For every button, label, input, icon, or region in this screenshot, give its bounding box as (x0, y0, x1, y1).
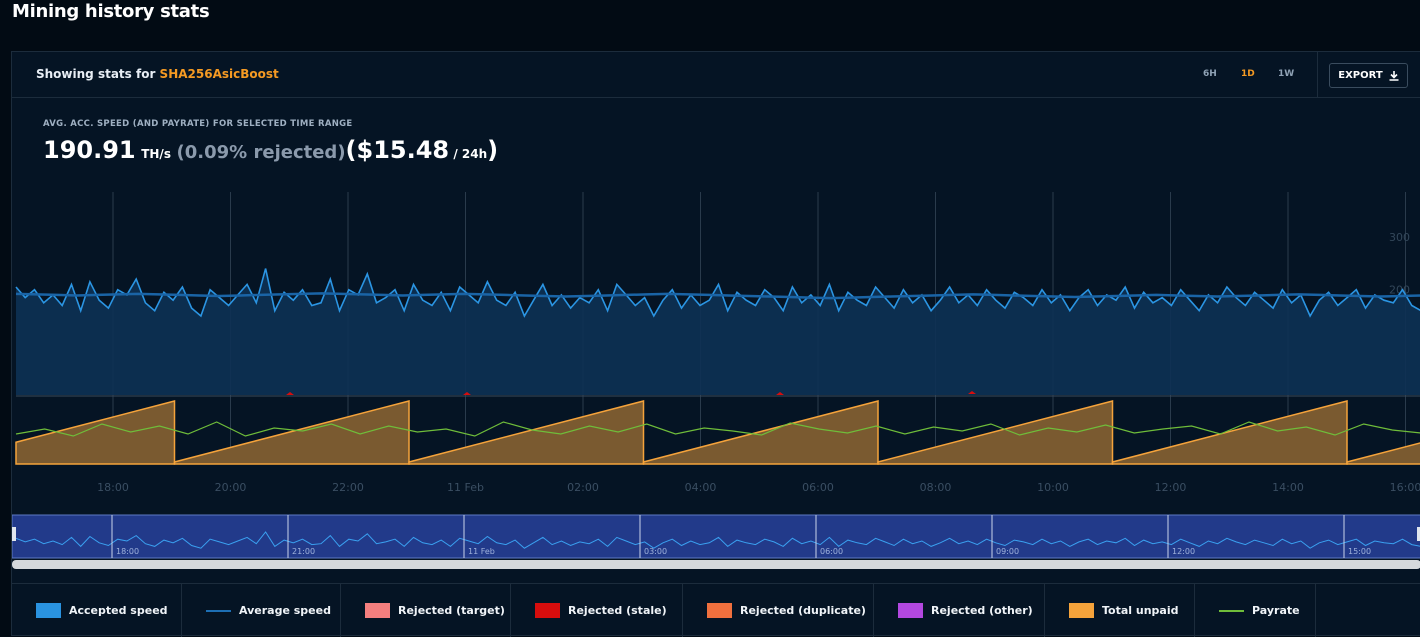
legend-swatch (707, 603, 732, 618)
rejected-stale-marker (463, 392, 471, 395)
legend-label: Rejected (target) (398, 604, 505, 617)
x-tick-label: 06:00 (802, 481, 834, 494)
total-unpaid-segment (877, 400, 1114, 465)
legend-item-accepted-speed[interactable]: Accepted speed (12, 584, 182, 637)
legend-item-rejected-other[interactable]: Rejected (other) (874, 584, 1045, 637)
rejected-stale-marker (968, 391, 976, 394)
navigator-tick-label: 15:00 (1348, 547, 1371, 556)
legend-label: Accepted speed (69, 604, 168, 617)
legend-swatch (1069, 603, 1094, 618)
legend-label: Payrate (1252, 604, 1300, 617)
page-title: Mining history stats (12, 1, 210, 22)
mining-stats-panel: Showing stats for SHA256AsicBoost 6H 1D … (11, 51, 1420, 637)
x-tick-label: 10:00 (1037, 481, 1069, 494)
average-speed-line (15, 292, 1420, 300)
legend-label: Average speed (239, 604, 331, 617)
accepted-speed-area (16, 268, 1420, 395)
payrate-open-paren: ( (345, 136, 357, 164)
legend-label: Total unpaid (1102, 604, 1179, 617)
x-tick-label: 22:00 (332, 481, 364, 494)
x-tick-label: 20:00 (215, 481, 247, 494)
navigator-window (12, 514, 1420, 559)
legend-swatch (898, 603, 923, 618)
total-unpaid-segment (642, 400, 879, 465)
rejected-stale-marker (286, 392, 294, 395)
payrate-line (15, 421, 1420, 437)
legend-swatch (535, 603, 560, 618)
algorithm-name[interactable]: SHA256AsicBoost (159, 67, 279, 81)
total-unpaid-segment (1346, 442, 1420, 465)
navigator-handle-left[interactable] (12, 527, 16, 541)
panel-header: Showing stats for SHA256AsicBoost 6H 1D … (12, 52, 1420, 98)
rejected-stale-marker (776, 392, 784, 395)
navigator-tick-label: 09:00 (996, 547, 1019, 556)
legend-item-payrate[interactable]: Payrate (1195, 584, 1316, 637)
navigator-tick-label: 18:00 (116, 547, 139, 556)
time-navigator: 18:00 21:00 11 Feb 03:00 06:00 09:00 12:00 15:0… (12, 514, 1420, 569)
range-1w-button[interactable]: 1W (1278, 69, 1295, 79)
navigator-series (15, 531, 1420, 549)
avg-speed-unit: TH/s (141, 147, 171, 161)
legend-item-average-speed[interactable]: Average speed (182, 584, 341, 637)
navigator-tick-label: 03:00 (644, 547, 667, 556)
payrate-period: / 24h (449, 147, 488, 161)
avg-speed-label: AVG. ACC. SPEED (AND PAYRATE) FOR SELECT… (43, 119, 353, 129)
legend-label: Rejected (stale) (568, 604, 667, 617)
legend-item-total-unpaid[interactable]: Total unpaid (1045, 584, 1195, 637)
x-tick-label: 04:00 (685, 481, 717, 494)
navigator-handle-right[interactable] (1417, 527, 1420, 541)
legend-label: Rejected (duplicate) (740, 604, 866, 617)
navigator-tick-label: 11 Feb (468, 547, 495, 556)
x-tick-label: 18:00 (97, 481, 129, 494)
x-tick-label: 02:00 (567, 481, 599, 494)
legend-swatch (365, 603, 390, 618)
range-1d-button[interactable]: 1D (1241, 69, 1255, 79)
legend-item-rejected-duplicate[interactable]: Rejected (duplicate) (683, 584, 874, 637)
showing-prefix: Showing stats for (36, 67, 156, 81)
total-unpaid-area (15, 400, 1420, 465)
download-icon (1389, 70, 1399, 81)
total-unpaid-segment (15, 400, 176, 465)
avg-speed-value: 190.91 (43, 136, 136, 164)
legend-item-rejected-stale[interactable]: Rejected (stale) (511, 584, 683, 637)
range-6h-button[interactable]: 6H (1203, 69, 1217, 79)
x-tick-label: 14:00 (1272, 481, 1304, 494)
legend-item-rejected-target[interactable]: Rejected (target) (341, 584, 511, 637)
x-tick-label: 16:00 (1390, 481, 1420, 494)
legend-swatch (206, 609, 231, 612)
export-button[interactable]: EXPORT (1329, 63, 1408, 88)
payrate-close-paren: ) (487, 136, 499, 164)
legend-swatch (36, 603, 61, 618)
y-tick-label: 300 (1389, 231, 1410, 244)
legend-label: Rejected (other) (931, 604, 1033, 617)
total-unpaid-segment (408, 400, 645, 465)
header-divider (1317, 52, 1318, 98)
x-tick-label: 08:00 (920, 481, 952, 494)
legend-bar: Accepted speed Average speed Rejected (tar… (12, 583, 1420, 637)
navigator-scrollbar[interactable] (12, 560, 1420, 569)
total-unpaid-segment (1111, 400, 1348, 465)
navigator-tick-label: 21:00 (292, 547, 315, 556)
x-tick-label: 11 Feb (447, 481, 484, 494)
total-unpaid-segment (173, 400, 410, 465)
payrate-value: $15.48 (356, 136, 450, 164)
rejected-percentage: (0.09% rejected) (176, 142, 346, 163)
showing-stats-text: Showing stats for SHA256AsicBoost (36, 67, 279, 81)
navigator-tick-label: 06:00 (820, 547, 843, 556)
legend-swatch (1219, 609, 1244, 612)
export-label: EXPORT (1338, 70, 1383, 81)
avg-speed-summary: 190.91 TH/s (0.09% rejected)($15.48 / 24… (43, 136, 498, 164)
x-tick-label: 12:00 (1155, 481, 1187, 494)
navigator-tick-label: 12:00 (1172, 547, 1195, 556)
